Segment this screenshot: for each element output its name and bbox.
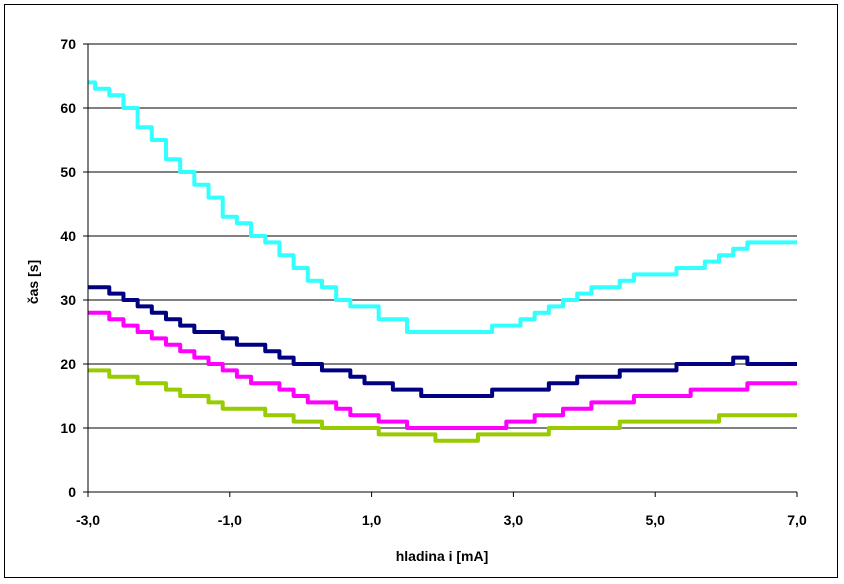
grid-layer [88,43,797,429]
x-axis-title: hladina i [mA] [396,548,489,564]
y-axis-title: čas [s] [25,260,41,304]
series-line-1 [88,80,797,334]
tick-label-layer: 0 10 20 30 40 50 60 70 -3,0 -1,0 1,0 3,0 5,0 7,0 [60,36,807,528]
x-tick-label: 7,0 [787,512,807,528]
x-tick-label: 1,0 [362,512,382,528]
y-tick-label: 30 [60,292,76,308]
x-tick-label: 3,0 [504,512,524,528]
y-tick-label: 50 [60,164,76,180]
y-tick-label: 70 [60,36,76,52]
axis-layer [83,43,798,497]
y-tick-label: 10 [60,420,76,436]
series-line-2 [88,285,797,398]
y-tick-label: 20 [60,356,76,372]
x-tick-label: -3,0 [76,512,100,528]
series-line-3 [88,310,797,430]
y-tick-label: 0 [68,484,76,500]
chart-frame [4,4,838,578]
series-layer [88,80,797,443]
series-line-4 [88,368,797,443]
x-tick-label: -1,0 [218,512,242,528]
x-tick-label: 5,0 [645,512,665,528]
y-tick-label: 40 [60,228,76,244]
y-tick-label: 60 [60,100,76,116]
